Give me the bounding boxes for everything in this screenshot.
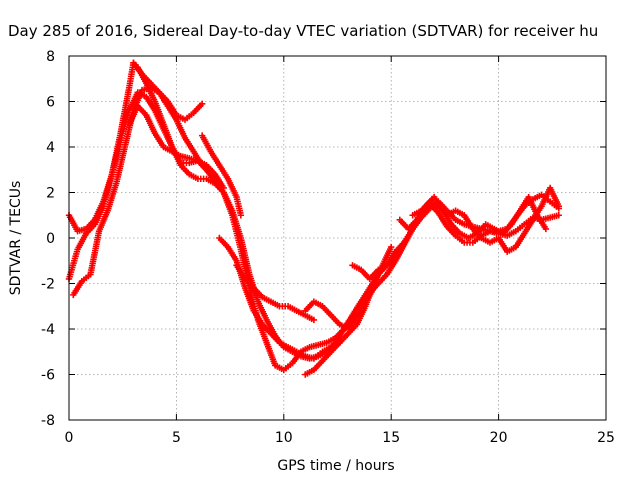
data-point xyxy=(555,212,562,219)
data-series-11 xyxy=(349,239,408,283)
y-tick-label: 2 xyxy=(46,186,55,202)
chart-title: Day 285 of 2016, Sidereal Day-to-day VTE… xyxy=(8,22,598,40)
y-tick-label: 8 xyxy=(46,49,55,65)
x-tick-labels: 0 5 10 15 20 25 xyxy=(65,430,615,446)
data-series-5 xyxy=(130,59,223,187)
data-point xyxy=(400,239,408,246)
data-series-6 xyxy=(198,132,245,219)
y-axis-label: SDTVAR / TECUs xyxy=(8,181,24,296)
data-series-3 xyxy=(70,84,206,299)
data-point xyxy=(220,184,227,192)
x-tick-label: 15 xyxy=(382,430,400,446)
data-series-8 xyxy=(233,262,318,324)
x-tick-label: 10 xyxy=(275,430,293,446)
data-point xyxy=(198,100,206,107)
x-axis-label: GPS time / hours xyxy=(277,458,394,474)
x-tick-label: 25 xyxy=(597,430,615,446)
y-tick-labels: -8 -6 -4 -2 0 2 4 6 8 xyxy=(41,49,55,429)
data-point xyxy=(542,225,550,233)
y-tick-label: -4 xyxy=(41,322,55,338)
data-point xyxy=(555,202,562,210)
y-tick-label: -2 xyxy=(41,277,55,293)
y-tick-label: -6 xyxy=(41,368,55,384)
data-point xyxy=(216,180,223,187)
x-tick-label: 5 xyxy=(172,430,181,446)
y-tick-label: 4 xyxy=(46,140,55,156)
y-tick-label: 0 xyxy=(46,231,55,247)
x-tick-label: 0 xyxy=(65,430,74,446)
data-series-13 xyxy=(409,184,562,255)
data-point xyxy=(237,212,245,219)
data-series-12 xyxy=(396,193,550,242)
y-tick-label: -8 xyxy=(41,413,55,429)
grid-lines xyxy=(69,56,606,420)
tick-marks xyxy=(68,55,607,421)
data-points xyxy=(65,59,562,378)
data-point xyxy=(310,316,318,324)
data-point xyxy=(388,243,395,251)
y-tick-label: 6 xyxy=(46,95,55,111)
x-tick-label: 20 xyxy=(490,430,508,446)
